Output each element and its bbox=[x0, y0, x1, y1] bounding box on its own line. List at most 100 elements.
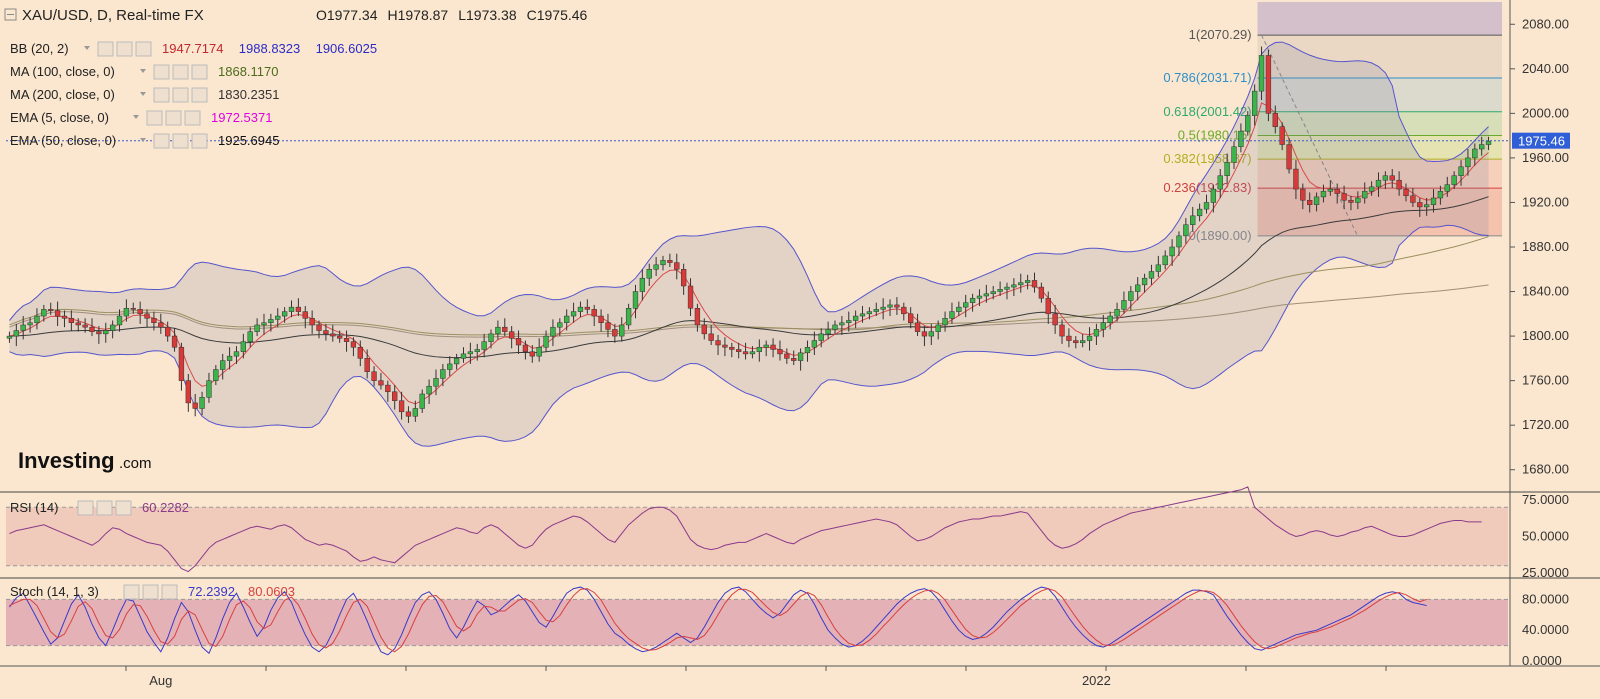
dropdown-caret-icon[interactable] bbox=[140, 138, 146, 142]
candle[interactable] bbox=[1479, 144, 1485, 150]
candle[interactable] bbox=[1258, 55, 1265, 92]
candle[interactable] bbox=[405, 411, 412, 417]
candle[interactable] bbox=[591, 309, 597, 317]
candle[interactable] bbox=[1196, 208, 1203, 217]
close-icon[interactable] bbox=[115, 500, 132, 516]
candle[interactable] bbox=[653, 264, 659, 270]
candle[interactable] bbox=[1465, 157, 1471, 168]
candle[interactable] bbox=[1334, 188, 1340, 194]
candle[interactable] bbox=[660, 260, 666, 266]
candle[interactable] bbox=[942, 318, 948, 326]
visibility-icon[interactable] bbox=[123, 584, 140, 600]
candle[interactable] bbox=[1162, 255, 1168, 266]
candle[interactable] bbox=[1100, 322, 1106, 330]
settings-icon[interactable] bbox=[142, 584, 159, 600]
candle[interactable] bbox=[337, 335, 343, 339]
candle[interactable] bbox=[343, 338, 350, 342]
candle[interactable] bbox=[281, 311, 288, 317]
candle[interactable] bbox=[6, 335, 13, 339]
candle[interactable] bbox=[1368, 186, 1375, 192]
close-icon[interactable] bbox=[161, 584, 178, 600]
candle[interactable] bbox=[54, 310, 61, 317]
current-price-tag[interactable] bbox=[1512, 132, 1570, 149]
candle[interactable] bbox=[1135, 284, 1141, 292]
candle[interactable] bbox=[577, 306, 584, 312]
candle[interactable] bbox=[570, 311, 577, 317]
candle[interactable] bbox=[247, 331, 253, 342]
candle[interactable] bbox=[1217, 175, 1223, 190]
candle[interactable] bbox=[1396, 179, 1402, 190]
candle[interactable] bbox=[330, 333, 336, 337]
indicator-legend-row[interactable]: EMA (50, close, 0) 1925.6945 bbox=[10, 133, 279, 149]
candle[interactable] bbox=[1417, 202, 1423, 208]
candle[interactable] bbox=[1245, 115, 1251, 132]
candle[interactable] bbox=[701, 324, 707, 335]
candle[interactable] bbox=[859, 313, 866, 317]
candle[interactable] bbox=[1403, 188, 1409, 197]
candle[interactable] bbox=[453, 358, 460, 365]
candle[interactable] bbox=[158, 322, 164, 328]
rsi-line[interactable] bbox=[9, 486, 1482, 573]
candle[interactable] bbox=[969, 297, 976, 303]
ema5-line[interactable] bbox=[9, 102, 1489, 405]
candle[interactable] bbox=[825, 329, 831, 335]
candle[interactable] bbox=[1224, 162, 1230, 176]
bollinger-upper-line[interactable] bbox=[9, 41, 1489, 321]
candle[interactable] bbox=[756, 346, 762, 352]
candle[interactable] bbox=[632, 291, 639, 309]
candle[interactable] bbox=[674, 262, 680, 270]
candle[interactable] bbox=[1286, 144, 1292, 170]
candle[interactable] bbox=[378, 380, 384, 386]
visibility-icon[interactable] bbox=[77, 500, 94, 516]
candle[interactable] bbox=[316, 324, 322, 331]
candle[interactable] bbox=[1107, 315, 1113, 323]
candle[interactable] bbox=[412, 408, 418, 417]
candle[interactable] bbox=[1327, 188, 1333, 192]
candle[interactable] bbox=[1059, 324, 1065, 337]
candle[interactable] bbox=[165, 326, 171, 337]
close-icon[interactable] bbox=[191, 64, 208, 80]
candle[interactable] bbox=[1114, 309, 1120, 317]
candle[interactable] bbox=[433, 378, 439, 387]
candle[interactable] bbox=[522, 344, 529, 352]
candle[interactable] bbox=[1169, 246, 1175, 257]
candle[interactable] bbox=[791, 358, 797, 361]
candle[interactable] bbox=[763, 344, 769, 348]
candle[interactable] bbox=[529, 351, 535, 357]
candle[interactable] bbox=[302, 311, 308, 319]
stochastic-pane[interactable]: 80.0000 40.0000 0.0000 Stoch (14, 1, 3) 72.2… bbox=[6, 584, 1569, 668]
candle[interactable] bbox=[1148, 271, 1155, 279]
candle[interactable] bbox=[288, 306, 295, 312]
candle[interactable] bbox=[137, 309, 143, 315]
close-icon[interactable] bbox=[191, 133, 208, 149]
candle[interactable] bbox=[770, 344, 776, 350]
bollinger-lower-line[interactable] bbox=[9, 224, 1489, 447]
candle[interactable] bbox=[1190, 215, 1196, 225]
candle[interactable] bbox=[151, 318, 157, 323]
stoch-k-line[interactable] bbox=[9, 586, 1427, 656]
candle[interactable] bbox=[48, 309, 54, 311]
candle[interactable] bbox=[1313, 196, 1320, 205]
candle[interactable] bbox=[440, 369, 446, 379]
candle[interactable] bbox=[426, 385, 432, 395]
stoch-d-line[interactable] bbox=[9, 588, 1427, 653]
candle[interactable] bbox=[784, 353, 790, 359]
candle[interactable] bbox=[956, 306, 962, 312]
settings-icon[interactable] bbox=[172, 87, 189, 103]
candle[interactable] bbox=[123, 308, 130, 317]
candle[interactable] bbox=[481, 341, 487, 350]
visibility-icon[interactable] bbox=[153, 87, 170, 103]
candle[interactable] bbox=[460, 353, 467, 359]
candle[interactable] bbox=[777, 349, 783, 355]
candle[interactable] bbox=[873, 309, 879, 312]
candle[interactable] bbox=[109, 324, 116, 331]
candle[interactable] bbox=[75, 322, 81, 326]
dropdown-caret-icon[interactable] bbox=[140, 69, 146, 73]
candle[interactable] bbox=[130, 308, 136, 310]
candle[interactable] bbox=[275, 315, 281, 320]
settings-icon[interactable] bbox=[96, 500, 113, 516]
candle[interactable] bbox=[502, 326, 508, 332]
candle[interactable] bbox=[543, 335, 549, 348]
candle[interactable] bbox=[908, 313, 914, 323]
